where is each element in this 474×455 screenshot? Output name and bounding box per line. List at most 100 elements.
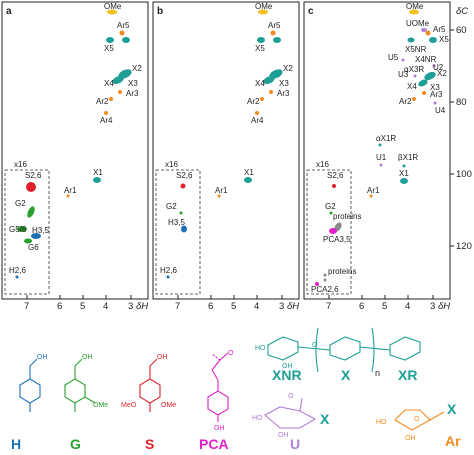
peak-x5a: [257, 37, 265, 43]
peak-label: X2: [132, 64, 142, 73]
peak-x5b: [122, 37, 130, 43]
u-oh-label: OH: [278, 432, 289, 439]
panel-c-frame: [303, 1, 451, 300]
peak-label: proteins: [328, 267, 356, 276]
peak-g56: [17, 226, 27, 232]
peak-ar1: [217, 194, 221, 198]
peak-label: Ar2: [96, 97, 109, 106]
peak-x3: [263, 75, 275, 85]
peak-label: H3,5: [32, 226, 49, 235]
xylan-o-label: O: [312, 342, 318, 349]
ar-x-label: X: [447, 401, 457, 417]
peak-label: Ar5: [117, 21, 130, 30]
peak-u2: [432, 64, 436, 68]
peak-label: U4: [435, 106, 446, 115]
panel-c: c 7 6 5 4 3 δH 60 80 100 120 δC x16: [303, 1, 472, 312]
peak-pca26: [315, 282, 319, 286]
s-meo-label: MeO: [121, 402, 137, 409]
structure-s: OH OMe MeO S: [121, 354, 176, 452]
peak-label: H2,6: [160, 266, 177, 275]
peak-x1: [93, 177, 101, 183]
panel-b-xtick-3: 3: [279, 301, 284, 312]
panel-b-letter: b: [157, 6, 163, 17]
peak-label: X1: [399, 169, 409, 178]
peak-u1: [379, 163, 383, 167]
xylan-oh-label: OH: [282, 363, 293, 370]
peak-ome: [409, 9, 419, 15]
peak-ar5: [119, 30, 125, 36]
h-oh-label: OH: [37, 354, 48, 361]
panel-a-xtick-7: 7: [24, 301, 29, 312]
peak-label: U2: [433, 63, 444, 72]
peak-ar4: [255, 111, 259, 115]
panel-a-xtick-4: 4: [103, 301, 108, 312]
peak-proteins-3: [323, 278, 327, 282]
structure-g: OH OMe G: [64, 354, 108, 452]
panel-b: b 7 6 5 4 3 δH x16 OMe Ar5 X5 X2 X3 X4 A…: [152, 1, 300, 312]
peak-g2: [27, 206, 35, 218]
peak-label: Ar1: [64, 186, 77, 195]
xylan-n-label: n: [375, 368, 380, 378]
peak-label: OMe: [255, 2, 273, 11]
peak-ar3: [422, 91, 426, 95]
panel-c-ytick-60: 60: [456, 25, 467, 36]
peak-ar2: [260, 97, 264, 101]
peak-label: X5NR: [405, 45, 427, 54]
structure-pca: O OH PCA: [199, 350, 234, 452]
peak-x2: [424, 71, 436, 81]
panel-c-ytick-80: 80: [456, 97, 467, 108]
panel-b-inset-label: x16: [165, 160, 178, 169]
panel-c-xtick-7: 7: [326, 301, 331, 312]
structure-h-name: H: [11, 436, 21, 452]
peak-label: Ar2: [247, 97, 260, 106]
peak-label: U1: [376, 153, 387, 162]
panel-a-xtick-5: 5: [80, 301, 85, 312]
peak-label: X3: [279, 79, 289, 88]
peak-x5b: [273, 37, 281, 43]
peak-h35: [31, 233, 41, 239]
peak-label: X3: [128, 79, 138, 88]
s-ome-label: OMe: [161, 402, 176, 409]
panel-b-inset-box: [155, 169, 201, 295]
peak-x5a: [407, 37, 415, 43]
panel-c-xtick-5: 5: [382, 301, 387, 312]
peak-g6: [24, 238, 32, 244]
peak-label: G2: [15, 199, 26, 208]
panel-c-xtick-4: 4: [405, 301, 410, 312]
u-x-label: X: [320, 411, 330, 427]
peak-label: Ar4: [251, 116, 264, 125]
peak-h26: [15, 275, 19, 279]
peak-label: Ar2: [399, 97, 412, 106]
panel-b-xtick-7: 7: [175, 301, 180, 312]
peak-label: X4NR: [415, 55, 437, 64]
panel-c-letter: c: [308, 6, 314, 17]
peak-label: H2,6: [9, 266, 26, 275]
peak-g2: [329, 211, 333, 215]
pca-oh-label: OH: [214, 425, 225, 432]
structure-u-name: U: [290, 436, 300, 452]
peak-label: Ar4: [100, 116, 113, 125]
peak-ar3: [118, 90, 122, 94]
peak-label: X5: [104, 44, 114, 53]
structure-pca-name: PCA: [199, 436, 229, 452]
peak-label: H3,5: [168, 218, 185, 227]
peak-ar2: [109, 97, 113, 101]
panel-a-inset-box: [4, 169, 50, 295]
peak-label: Ar1: [367, 186, 380, 195]
xylan-ho-label: HO: [255, 345, 266, 352]
peak-label: U5: [388, 53, 399, 62]
peak-label: X1: [93, 168, 103, 177]
peak-x5b: [429, 37, 437, 43]
peak-label: Ar3: [126, 89, 139, 98]
panel-b-xtick-6: 6: [208, 301, 213, 312]
panel-a-letter: a: [6, 6, 12, 17]
peak-label: G6: [28, 243, 39, 252]
peak-label: Ar3: [430, 90, 443, 99]
peak-u3: [413, 74, 417, 78]
peak-proteins-2: [323, 273, 327, 277]
peak-label: αX3R: [404, 65, 424, 74]
structure-g-name: G: [70, 436, 81, 452]
peak-label: X5: [439, 35, 449, 44]
peak-ar4: [104, 111, 108, 115]
peak-pca35: [329, 228, 337, 234]
